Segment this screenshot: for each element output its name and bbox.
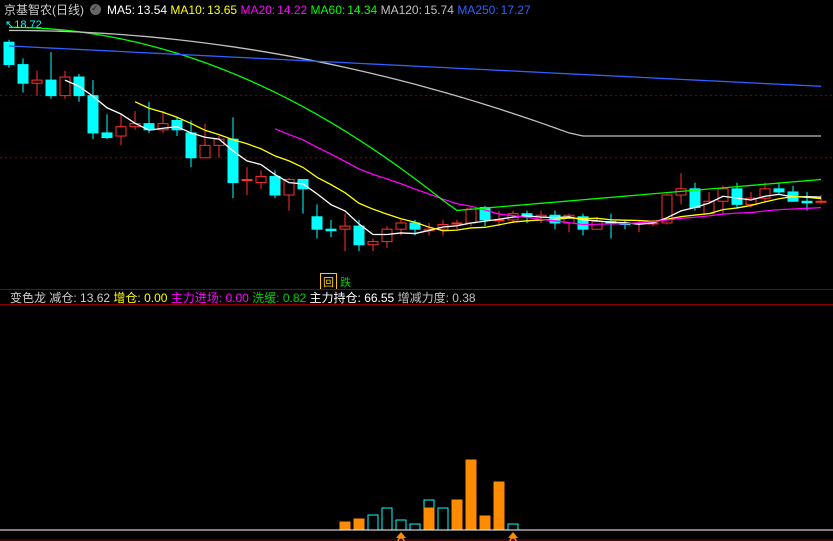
ma-label: MA10:13.65: [170, 3, 237, 17]
main-chart-panel[interactable]: 京基智农(日线) MA5:13.54 MA10:13.65 MA20:14.22…: [0, 0, 833, 289]
candlestick-chart[interactable]: [0, 0, 833, 289]
indicator-label: 增仓: 0.00: [113, 291, 167, 305]
ma-label: MA120:15.74: [381, 3, 454, 17]
indicator-header: 变色龙 减仓: 13.62 增仓: 0.00 主力进场: 0.00 洗缓: 0.…: [0, 289, 833, 305]
ma-labels: MA5:13.54 MA10:13.65 MA20:14.22 MA60:14.…: [107, 3, 531, 17]
volume-indicator-chart[interactable]: [0, 305, 833, 541]
indicator-label: 增减力度: 0.38: [398, 291, 476, 305]
check-icon[interactable]: [90, 4, 101, 15]
ma-label: MA60:14.34: [311, 3, 378, 17]
ma-label: MA250:17.27: [457, 3, 530, 17]
ma-label: MA5:13.54: [107, 3, 167, 17]
indicator-label: 主力持仓: 66.55: [310, 291, 395, 305]
indicator-panel[interactable]: [0, 305, 833, 541]
price-high-tag: ↖18.72: [5, 18, 42, 31]
ma-label: MA20:14.22: [240, 3, 307, 17]
indicator-label: 主力进场: 0.00: [171, 291, 249, 305]
stock-title: 京基智农(日线): [4, 1, 84, 18]
chart-header: 京基智农(日线) MA5:13.54 MA10:13.65 MA20:14.22…: [4, 1, 531, 18]
indicator-label: 洗缓: 0.82: [252, 291, 306, 305]
indicator-label: 减仓: 13.62: [49, 291, 110, 305]
indicator-label: 变色龙: [10, 291, 46, 305]
